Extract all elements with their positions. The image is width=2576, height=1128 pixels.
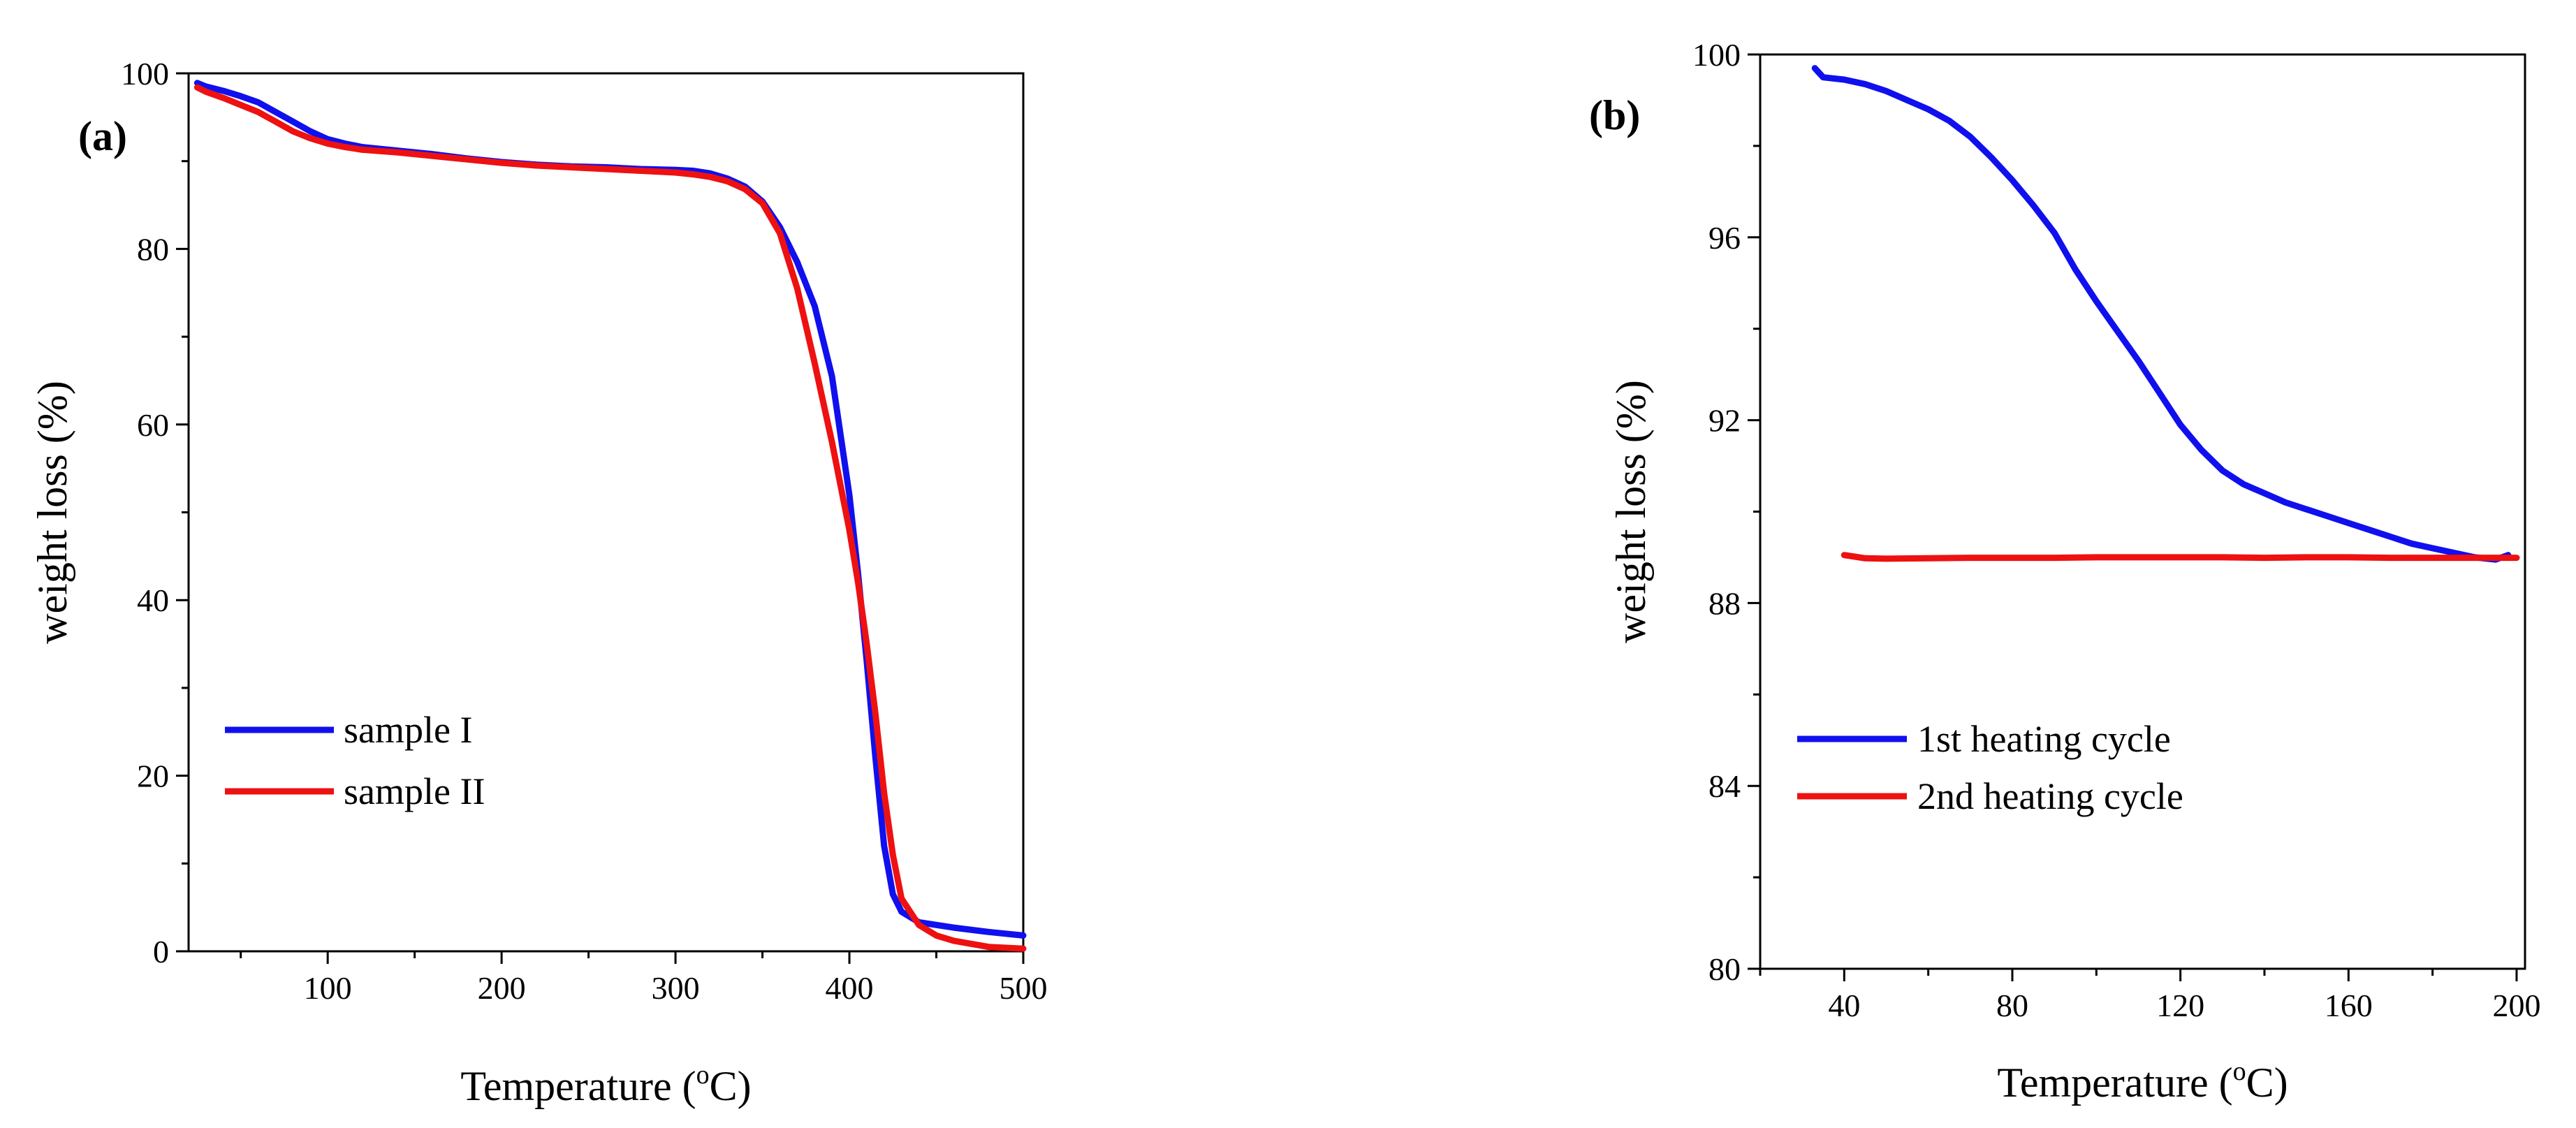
plot-frame: [1759, 53, 2526, 970]
panel-label: (a): [78, 113, 127, 159]
legend-label: sample I: [344, 709, 472, 751]
legend-label: sample II: [344, 770, 485, 812]
x-tick-label: 80: [1996, 988, 2028, 1023]
x-tick-label: 100: [304, 970, 352, 1006]
x-tick-label: 300: [652, 970, 700, 1006]
y-tick-label: 0: [153, 934, 169, 969]
x-tick-label: 120: [2156, 988, 2204, 1023]
y-tick-label: 100: [121, 56, 169, 91]
x-tick-label: 400: [826, 970, 874, 1006]
y-axis-title: weight loss (%): [29, 381, 75, 644]
series-line-2: [193, 84, 1027, 952]
plot-frame: [187, 72, 1025, 953]
x-tick-label: 40: [1828, 988, 1860, 1023]
y-tick-label: 40: [137, 583, 169, 618]
y-tick-label: 100: [1692, 37, 1741, 73]
series-line-2: [1840, 552, 2520, 562]
series-line-1: [193, 80, 1027, 939]
legend-label: 2nd heating cycle: [1917, 775, 2183, 817]
series-line-1: [1811, 65, 2512, 563]
chart-panel-a: 100 200 300 400 500 0 20 40 60 80 100 sample I sampl…: [29, 56, 1048, 1109]
panel-label: (b): [1589, 92, 1640, 138]
x-axis-title: Temperature (oC): [460, 1060, 751, 1109]
y-tick-label: 80: [1708, 951, 1741, 987]
y-tick-label: 92: [1708, 403, 1741, 439]
y-tick-label: 80: [137, 231, 169, 267]
y-tick-label: 84: [1708, 768, 1741, 804]
x-tick-label: 160: [2325, 988, 2373, 1023]
x-tick-label: 200: [2492, 988, 2540, 1023]
y-tick-label: 20: [137, 759, 169, 794]
chart-panel-b: 40 80 120 160 200 80 84 88 92 96 100 1st heating cy…: [1589, 37, 2540, 1106]
y-axis-title: weight loss (%): [1608, 380, 1654, 643]
y-tick-label: 60: [137, 407, 169, 443]
x-tick-label: 500: [1000, 970, 1048, 1006]
legend-label: 1st heating cycle: [1917, 718, 2171, 760]
y-tick-label: 96: [1708, 220, 1741, 256]
x-tick-label: 200: [478, 970, 526, 1006]
y-tick-label: 88: [1708, 585, 1741, 621]
x-axis-title: Temperature (oC): [1997, 1057, 2288, 1106]
